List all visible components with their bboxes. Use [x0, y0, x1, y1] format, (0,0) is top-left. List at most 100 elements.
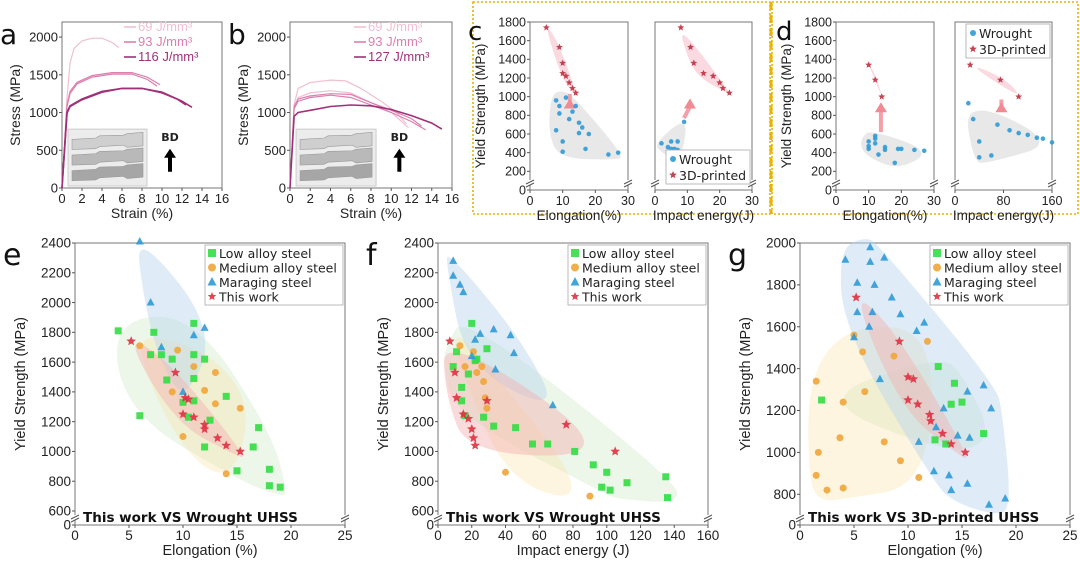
point-low_alloy [544, 440, 552, 448]
x-axis-title: Elongation (%) [162, 543, 257, 559]
point-maraging [985, 500, 993, 508]
printed-point [677, 24, 685, 31]
point-low_alloy [480, 413, 488, 421]
legend-label: Wrought [679, 152, 732, 167]
x-tick-label: 5 [125, 528, 133, 543]
panel-label-e: e [3, 238, 21, 273]
x-axis-title: Impact energy(J) [653, 208, 754, 223]
y-tick-label: 1400 [804, 53, 832, 67]
point-low_alloy [249, 443, 257, 451]
wrought-point [615, 150, 621, 155]
axis-break-left [433, 514, 443, 523]
x-tick-label: 16 [445, 191, 459, 206]
legend-marker-printed [969, 45, 977, 53]
x-tick-label: 120 [629, 528, 652, 543]
point-medium_alloy [190, 363, 198, 371]
y-tick-label: 400 [811, 146, 832, 160]
point-maraging [449, 256, 458, 264]
x-tick-label: 14 [425, 191, 439, 206]
wrought-point [872, 136, 878, 141]
point-maraging [157, 342, 166, 351]
point-maraging [929, 466, 938, 475]
y-tick-label: 0 [63, 518, 71, 533]
build-direction-arrow-icon [393, 148, 406, 172]
point-low_alloy [818, 396, 826, 404]
plot-frame [654, 21, 753, 191]
x-tick-label: 20 [283, 528, 298, 543]
point-low_alloy [464, 370, 472, 378]
point-medium_alloy [478, 363, 486, 371]
printed-point [878, 93, 886, 100]
legend-label: 127 J/mm³ [368, 49, 430, 64]
printed-point [725, 89, 733, 96]
y-tick-label: 1600 [766, 319, 796, 334]
x-tick-label: 6 [118, 191, 125, 206]
point-medium_alloy [880, 438, 888, 446]
y-tick-label: 800 [411, 474, 434, 489]
point-maraging [146, 298, 155, 306]
y-tick-label: 1000 [29, 105, 58, 120]
region-low_alloy [444, 326, 678, 502]
legend-label: 93 J/mm³ [368, 34, 423, 49]
point-low_alloy [942, 440, 950, 448]
stress-strain-curve [289, 79, 407, 189]
legend-label: This work [943, 290, 1005, 305]
printed-point [1015, 93, 1023, 100]
point-medium_alloy [890, 352, 898, 360]
x-tick-label: 140 [663, 528, 686, 543]
point-low_alloy [458, 397, 466, 405]
point-low_alloy [276, 483, 284, 491]
wrought-point [573, 103, 579, 109]
point-this_work [468, 433, 479, 443]
wrought-point [566, 116, 572, 122]
legend-label: Maraging steel [944, 275, 1037, 290]
point-medium_alloy [839, 484, 847, 492]
legend-label: Low alloy steel [219, 246, 311, 261]
axis-break-left [831, 179, 841, 188]
axis-break-right [929, 179, 939, 188]
point-low_alloy [453, 348, 461, 356]
point-low_alloy [473, 355, 481, 363]
legend-marker [933, 263, 941, 272]
point-this_work [937, 428, 948, 438]
point-maraging [965, 433, 974, 441]
point-low_alloy [255, 424, 263, 432]
point-this_work [189, 412, 199, 422]
printed-point [709, 72, 717, 79]
point-medium_alloy [823, 486, 831, 494]
improvement-arrow-icon [995, 102, 1008, 113]
point-low_alloy [265, 465, 273, 473]
point-this_work [199, 424, 210, 434]
wrought-point [560, 139, 565, 144]
stress-strain-curve [289, 94, 427, 189]
wrought-point [1025, 132, 1031, 138]
point-maraging [459, 287, 468, 296]
point-maraging [491, 365, 500, 373]
dashed-box-c [472, 1, 771, 215]
panel-label-d: d [776, 17, 793, 47]
point-low_alloy [458, 383, 466, 391]
x-tick-label: 40 [498, 528, 513, 543]
improvement-arrow-icon [683, 98, 696, 109]
point-low_alloy [947, 400, 955, 408]
legend-marker [571, 249, 579, 257]
point-maraging [953, 431, 962, 439]
legend-marker [571, 263, 579, 272]
wrought-point [557, 103, 562, 109]
point-medium_alloy [168, 388, 176, 396]
legend-label: 93 J/mm³ [138, 34, 193, 49]
wrought-point [876, 152, 881, 157]
x-tick-label: 0 [527, 194, 534, 208]
point-this_work [235, 446, 245, 456]
y-tick-label: 1200 [498, 71, 526, 85]
x-tick-label: 0 [286, 191, 293, 206]
y-axis-title: Yield Strength (MPa) [779, 44, 794, 169]
point-maraging [135, 237, 144, 245]
point-maraging [189, 330, 198, 339]
printed-point [719, 84, 727, 92]
printed-point [562, 72, 570, 79]
legend-marker [932, 292, 942, 301]
legend-label: This work [218, 290, 280, 305]
